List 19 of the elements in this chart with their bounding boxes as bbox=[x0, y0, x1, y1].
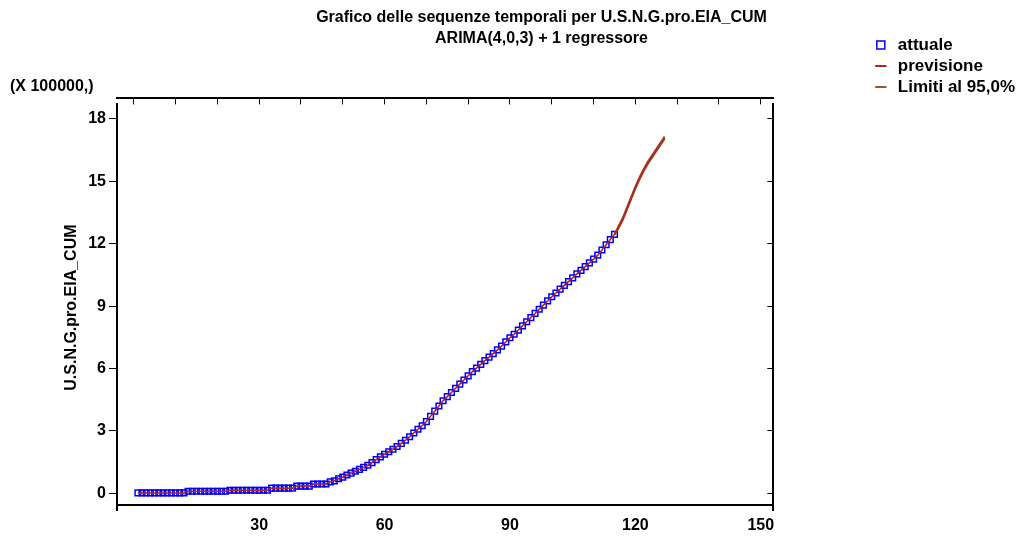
y-tick-label: 15 bbox=[88, 171, 107, 189]
y-tick-label: 12 bbox=[88, 234, 107, 252]
y-tick-label: 3 bbox=[97, 421, 107, 439]
y-axis-title: U.S.N.G.pro.EIA_CUM bbox=[62, 224, 80, 391]
x-tick-label: 60 bbox=[375, 515, 394, 533]
y-tick-label: 18 bbox=[88, 109, 107, 127]
chart-title: Grafico delle sequenze temporali per U.S.N.G.pro.EIA_CUM bbox=[316, 8, 767, 26]
x-tick-label: 150 bbox=[747, 515, 775, 533]
x-tick-label: 90 bbox=[501, 515, 519, 533]
y-tick-label: 6 bbox=[97, 358, 107, 376]
legend-label: Limiti al 95,0% bbox=[897, 76, 1016, 96]
chart-subtitle: ARIMA(4,0,3) + 1 regressore bbox=[435, 29, 649, 47]
legend-label: attuale bbox=[897, 34, 953, 54]
y-tick-label: 0 bbox=[97, 483, 107, 501]
x-tick-label: 30 bbox=[250, 515, 269, 533]
y-tick-label: 9 bbox=[97, 296, 107, 314]
x-tick-label: 120 bbox=[622, 515, 649, 533]
text: (X 100000,) bbox=[10, 76, 94, 94]
legend-label: previsione bbox=[897, 55, 983, 75]
